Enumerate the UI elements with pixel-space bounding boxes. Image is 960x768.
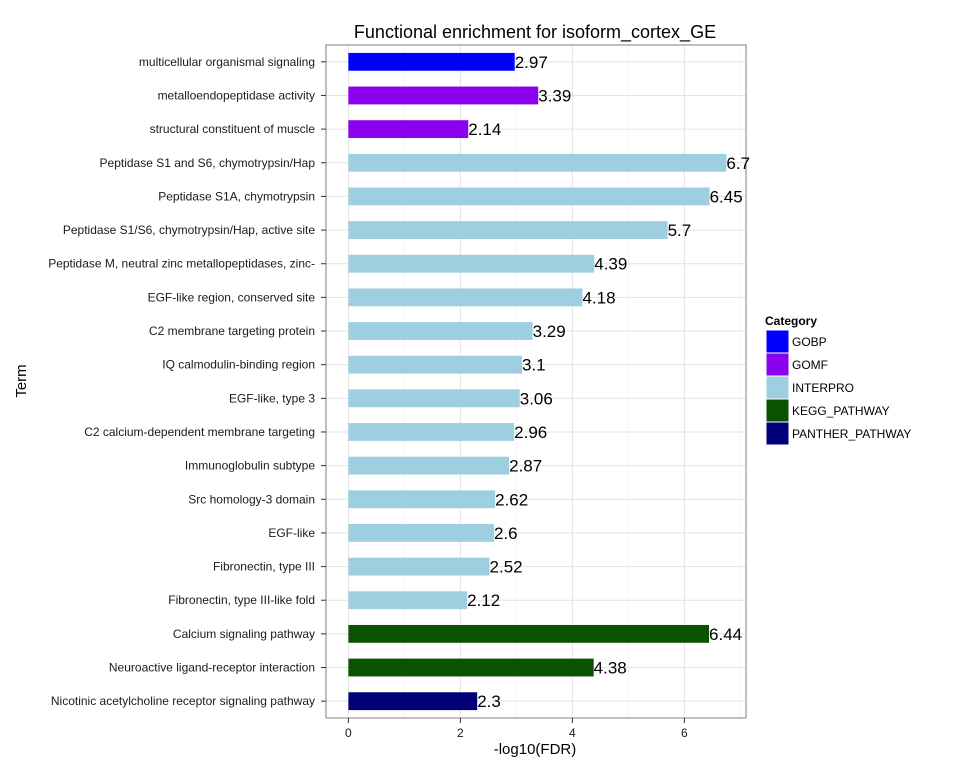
bar-value-label: 2.14 (468, 120, 501, 139)
bar (348, 254, 595, 273)
y-tick-label: Fibronectin, type III-like fold (168, 593, 315, 607)
x-tick-label: 6 (681, 726, 688, 740)
value-labels: 2.97 3.39 2.14 6.7 6.45 5.7 4.39 4.18 3.29 3.1 3.0… (467, 53, 750, 711)
bar-value-label: 5.7 (668, 221, 692, 240)
chart-title: Functional enrichment for isoform_cortex… (354, 22, 716, 43)
y-tick-label: Peptidase S1 and S6, chymotrypsin/Hap (100, 156, 316, 170)
y-tick-label: structural constituent of muscle (150, 122, 316, 136)
y-tick-label: Calcium signaling pathway (173, 627, 315, 641)
legend-swatch (765, 329, 790, 354)
legend-label: PANTHER_PATHWAY (792, 427, 911, 441)
bar (348, 624, 710, 643)
y-tick-label: Immunoglobulin subtype (185, 459, 315, 473)
bar (348, 288, 583, 307)
bar-value-label: 4.39 (594, 255, 627, 274)
plot-panel-background (326, 45, 746, 718)
y-tick-label: Nicotinic acetylcholine receptor signali… (51, 694, 315, 708)
x-tick-label: 4 (569, 726, 576, 740)
bar (348, 86, 539, 105)
grid-lines (326, 45, 746, 718)
bar-value-label: 2.87 (509, 457, 542, 476)
y-axis-title: Term (13, 364, 30, 397)
y-tick-label: Peptidase M, neutral zinc metallopeptida… (48, 257, 315, 271)
bar-value-label: 4.18 (582, 288, 615, 307)
legend-label: GOBP (792, 335, 827, 349)
bars (348, 52, 727, 711)
bar (348, 658, 594, 677)
bar-value-label: 2.12 (467, 591, 500, 610)
bar-value-label: 3.39 (538, 86, 571, 105)
bar (348, 490, 496, 509)
y-axis-ticks: multicellular organismal signaling metall… (48, 55, 326, 708)
x-axis-ticks: 0 2 4 6 (345, 718, 688, 740)
legend-swatch (765, 352, 790, 377)
legend-title: Category (765, 314, 817, 328)
bar-value-label: 2.6 (494, 524, 518, 543)
legend-items: GOBP GOMF INTERPRO KEGG_PATHWAY PANTHER_PATH… (765, 329, 911, 446)
bar (348, 692, 478, 711)
bar-value-label: 2.3 (477, 692, 501, 711)
legend-label: GOMF (792, 358, 828, 372)
bar (348, 322, 533, 340)
y-tick-label: metalloendopeptidase activity (158, 88, 315, 102)
y-tick-label: EGF-like region, conserved site (148, 290, 316, 304)
plot-panel-border (325, 44, 747, 719)
y-tick-label: IQ calmodulin-binding region (162, 358, 315, 372)
bar (348, 153, 727, 172)
y-tick-label: C2 membrane targeting protein (149, 324, 315, 338)
y-tick-label: Peptidase S1A, chymotrypsin (158, 189, 315, 203)
y-tick-label: Neuroactive ligand-receptor interaction (109, 661, 315, 675)
bar-value-label: 4.38 (594, 659, 627, 678)
bar-value-label: 6.7 (726, 154, 750, 173)
legend-label: KEGG_PATHWAY (792, 404, 890, 418)
bar (348, 221, 668, 239)
bar-value-label: 6.44 (709, 625, 742, 644)
legend: Category GOBP GOMF INTERPRO KEGG_PATHWAY PAN… (765, 314, 911, 446)
bar (348, 389, 520, 408)
legend-swatch (765, 375, 790, 400)
bar (348, 591, 468, 610)
legend-label: INTERPRO (792, 381, 854, 395)
bar (348, 456, 510, 475)
x-tick-label: 0 (345, 726, 352, 740)
bar-value-label: 2.52 (490, 558, 523, 577)
y-tick-label: Fibronectin, type III (213, 560, 315, 574)
bar (348, 557, 490, 576)
bar-value-label: 2.62 (495, 490, 528, 509)
x-axis-title: -log10(FDR) (494, 741, 577, 758)
y-tick-label: Src homology-3 domain (188, 492, 315, 506)
bar (348, 524, 494, 542)
bar-value-label: 3.1 (522, 356, 546, 375)
y-tick-label: EGF-like (268, 526, 315, 540)
bar (348, 120, 469, 139)
y-tick-label: multicellular organismal signaling (139, 55, 315, 69)
bar-value-label: 3.06 (520, 389, 553, 408)
bar-value-label: 2.96 (514, 423, 547, 442)
y-tick-label: C2 calcium-dependent membrane targeting (84, 425, 315, 439)
y-tick-label: EGF-like, type 3 (229, 391, 315, 405)
y-tick-label: Peptidase S1/S6, chymotrypsin/Hap, activ… (63, 223, 315, 237)
bar-value-label: 6.45 (710, 187, 743, 206)
bar (348, 52, 515, 71)
bar (348, 423, 515, 441)
bar (348, 187, 710, 206)
x-tick-label: 2 (457, 726, 464, 740)
legend-swatch (765, 421, 790, 446)
bar (348, 355, 522, 374)
legend-swatch (765, 398, 790, 423)
bar-value-label: 2.97 (515, 53, 548, 72)
bar-value-label: 3.29 (533, 322, 566, 341)
